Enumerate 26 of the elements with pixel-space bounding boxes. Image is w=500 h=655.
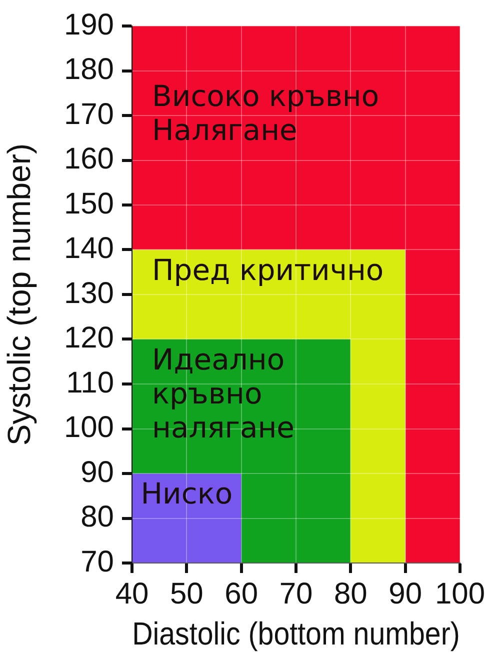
y-tick-label: 160 (64, 142, 114, 176)
x-tick-label: 60 (224, 577, 258, 610)
y-tick-label: 120 (64, 322, 114, 355)
x-tick-label: 80 (334, 577, 368, 610)
series-label: Идеално кръвно налягане (152, 342, 295, 444)
y-tick-label: 90 (80, 456, 114, 489)
band-label: Високо кръвно Налягане (152, 78, 380, 147)
y-tick-label: 80 (80, 500, 114, 534)
series-label: Ниско (140, 476, 233, 511)
y-axis-title: Systolic (top number) (1, 143, 38, 446)
y-tick-label: 180 (64, 53, 114, 86)
y-tick-label: 110 (66, 366, 114, 400)
y-tick-label: 150 (64, 187, 114, 220)
y-tick-label: 170 (64, 98, 114, 131)
x-tick-label: 70 (279, 577, 313, 610)
x-tick-label: 40 (115, 577, 149, 610)
x-tick-label: 90 (388, 577, 422, 610)
series-label: Пред критично (152, 252, 384, 287)
x-tick-label: 100 (434, 577, 486, 610)
x-axis-title: Diastolic (bottom number) (132, 617, 460, 652)
y-tick-label: 140 (64, 232, 114, 266)
y-tick-label: 100 (64, 411, 114, 444)
y-tick-label: 130 (64, 276, 114, 310)
x-tick-label: 50 (170, 577, 204, 610)
y-tick-label: 190 (64, 8, 114, 42)
y-tick-label: 70 (80, 545, 114, 578)
